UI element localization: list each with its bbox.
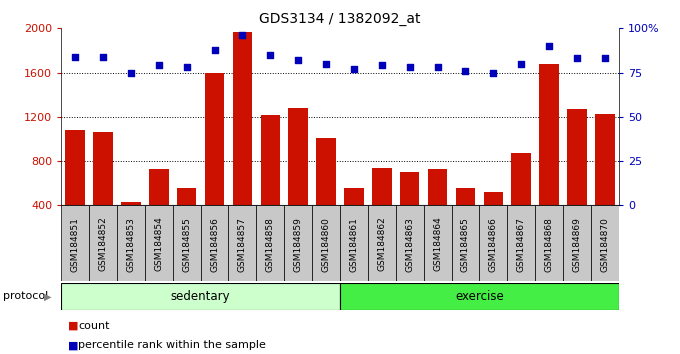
Text: GSM184855: GSM184855 xyxy=(182,217,191,272)
Bar xyxy=(312,205,340,281)
Text: GSM184862: GSM184862 xyxy=(377,217,386,272)
Point xyxy=(348,66,359,72)
Bar xyxy=(563,205,591,281)
Bar xyxy=(149,169,169,250)
Point xyxy=(265,52,276,58)
Bar xyxy=(117,205,145,281)
Bar xyxy=(479,205,507,281)
Bar xyxy=(595,114,615,250)
Point xyxy=(292,57,303,63)
Bar xyxy=(372,168,392,250)
Text: GSM184865: GSM184865 xyxy=(461,217,470,272)
Text: GSM184854: GSM184854 xyxy=(154,217,163,272)
Text: GSM184857: GSM184857 xyxy=(238,217,247,272)
Bar xyxy=(65,130,85,250)
Bar xyxy=(507,205,535,281)
Text: GSM184853: GSM184853 xyxy=(126,217,135,272)
Text: ▶: ▶ xyxy=(44,291,52,302)
Text: GSM184852: GSM184852 xyxy=(99,217,107,272)
Point xyxy=(600,56,611,61)
Point xyxy=(432,64,443,70)
Text: GSM184859: GSM184859 xyxy=(294,217,303,272)
Bar xyxy=(316,138,336,250)
Bar xyxy=(256,205,284,281)
Bar xyxy=(260,115,280,250)
Bar xyxy=(173,205,201,281)
Bar xyxy=(452,205,479,281)
Point xyxy=(125,70,136,75)
Bar xyxy=(428,169,447,250)
Bar xyxy=(396,205,424,281)
Bar xyxy=(121,202,141,250)
Bar xyxy=(288,108,308,250)
Text: exercise: exercise xyxy=(455,290,504,303)
Bar xyxy=(535,205,563,281)
Text: GSM184863: GSM184863 xyxy=(405,217,414,272)
Bar xyxy=(228,205,256,281)
Bar xyxy=(539,64,559,250)
Text: ■: ■ xyxy=(68,340,82,350)
Bar xyxy=(61,283,340,310)
Bar xyxy=(511,153,531,250)
Text: GSM184869: GSM184869 xyxy=(573,217,581,272)
Text: GSM184860: GSM184860 xyxy=(322,217,330,272)
Bar xyxy=(201,205,228,281)
Point xyxy=(377,63,388,68)
Bar xyxy=(233,32,252,250)
Text: percentile rank within the sample: percentile rank within the sample xyxy=(78,340,266,350)
Point xyxy=(181,64,192,70)
Text: GSM184851: GSM184851 xyxy=(71,217,80,272)
Bar xyxy=(89,205,117,281)
Text: GSM184868: GSM184868 xyxy=(545,217,554,272)
Point xyxy=(404,64,415,70)
Point xyxy=(237,33,248,38)
Bar xyxy=(284,205,312,281)
Text: ■: ■ xyxy=(68,321,82,331)
Point xyxy=(516,61,527,67)
Point xyxy=(98,54,109,59)
Bar xyxy=(61,205,89,281)
Bar xyxy=(400,172,420,250)
Bar xyxy=(340,283,619,310)
Bar xyxy=(205,73,224,250)
Text: GSM184864: GSM184864 xyxy=(433,217,442,272)
Point xyxy=(571,56,582,61)
Bar xyxy=(344,188,364,250)
Bar xyxy=(456,188,475,250)
Bar xyxy=(567,109,587,250)
Text: GSM184861: GSM184861 xyxy=(350,217,358,272)
Point xyxy=(321,61,332,67)
Title: GDS3134 / 1382092_at: GDS3134 / 1382092_at xyxy=(259,12,421,26)
Text: sedentary: sedentary xyxy=(171,290,231,303)
Text: GSM184867: GSM184867 xyxy=(517,217,526,272)
Point xyxy=(544,43,555,49)
Text: GSM184856: GSM184856 xyxy=(210,217,219,272)
Bar xyxy=(177,188,197,250)
Bar xyxy=(145,205,173,281)
Bar xyxy=(368,205,396,281)
Bar xyxy=(93,132,113,250)
Point xyxy=(154,63,165,68)
Point xyxy=(488,70,499,75)
Bar xyxy=(424,205,452,281)
Bar xyxy=(591,205,619,281)
Text: GSM184870: GSM184870 xyxy=(600,217,609,272)
Text: count: count xyxy=(78,321,109,331)
Text: GSM184858: GSM184858 xyxy=(266,217,275,272)
Bar xyxy=(483,192,503,250)
Point xyxy=(70,54,80,59)
Point xyxy=(460,68,471,74)
Point xyxy=(209,47,220,52)
Text: GSM184866: GSM184866 xyxy=(489,217,498,272)
Text: protocol: protocol xyxy=(3,291,49,302)
Bar xyxy=(340,205,368,281)
